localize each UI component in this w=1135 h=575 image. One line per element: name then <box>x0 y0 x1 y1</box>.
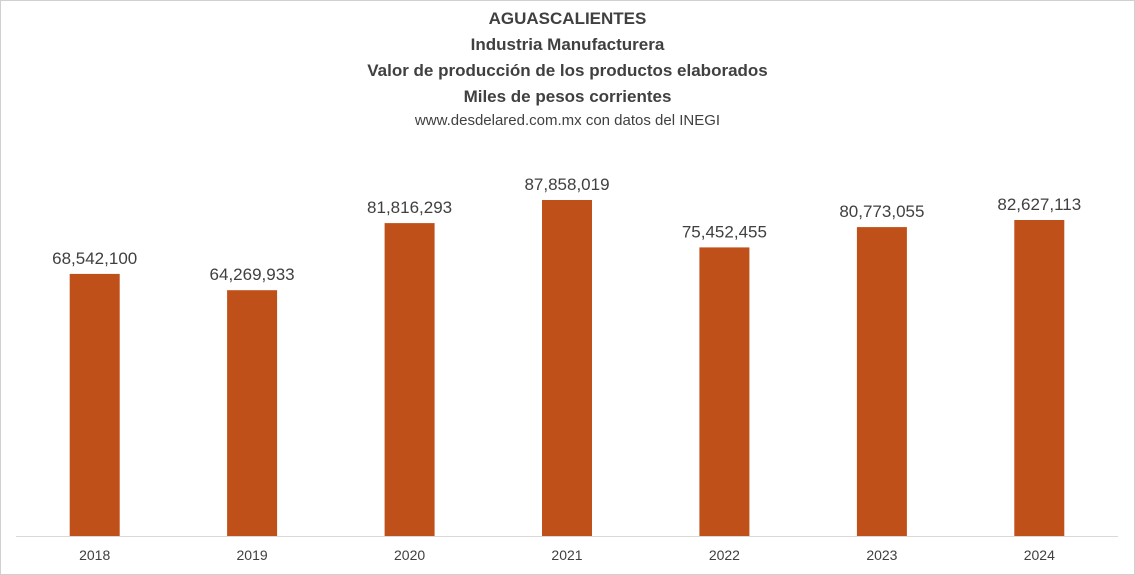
x-tick-label-2023: 2023 <box>866 547 897 563</box>
bar-2021 <box>542 200 592 536</box>
x-tick-label-2019: 2019 <box>237 547 268 563</box>
chart-subtitle-source: www.desdelared.com.mx con datos del INEG… <box>414 112 721 129</box>
chart-title-sector: Industria Manufacturera <box>470 35 665 54</box>
chart-title-state: AGUASCALIENTES <box>488 9 647 28</box>
data-label-2024: 82,627,113 <box>997 195 1081 214</box>
data-label-2020: 81,816,293 <box>367 198 452 217</box>
bar-2018 <box>69 273 120 536</box>
chart-title-measure: Valor de producción de los productos ela… <box>367 61 768 80</box>
bar-2023 <box>856 227 907 536</box>
x-tick-label-2022: 2022 <box>709 547 740 563</box>
data-label-2021: 87,858,019 <box>524 175 609 194</box>
bar-2020 <box>384 223 435 536</box>
bar-2022 <box>699 247 750 536</box>
chart-title-block: AGUASCALIENTES Industria Manufacturera V… <box>0 6 1135 132</box>
x-tick-label-2024: 2024 <box>1024 547 1055 563</box>
data-label-2019: 64,269,933 <box>210 265 295 284</box>
data-label-2022: 75,452,455 <box>682 222 767 241</box>
x-tick-label-2020: 2020 <box>394 547 425 563</box>
x-tick-label-2021: 2021 <box>551 547 582 563</box>
data-label-2023: 80,773,055 <box>839 202 924 221</box>
chart-title-units: Miles de pesos corrientes <box>463 87 672 106</box>
bar-2019 <box>227 290 278 536</box>
bar-2024 <box>1014 220 1065 536</box>
x-tick-label-2018: 2018 <box>79 547 110 563</box>
data-label-2018: 68,542,100 <box>52 249 137 268</box>
